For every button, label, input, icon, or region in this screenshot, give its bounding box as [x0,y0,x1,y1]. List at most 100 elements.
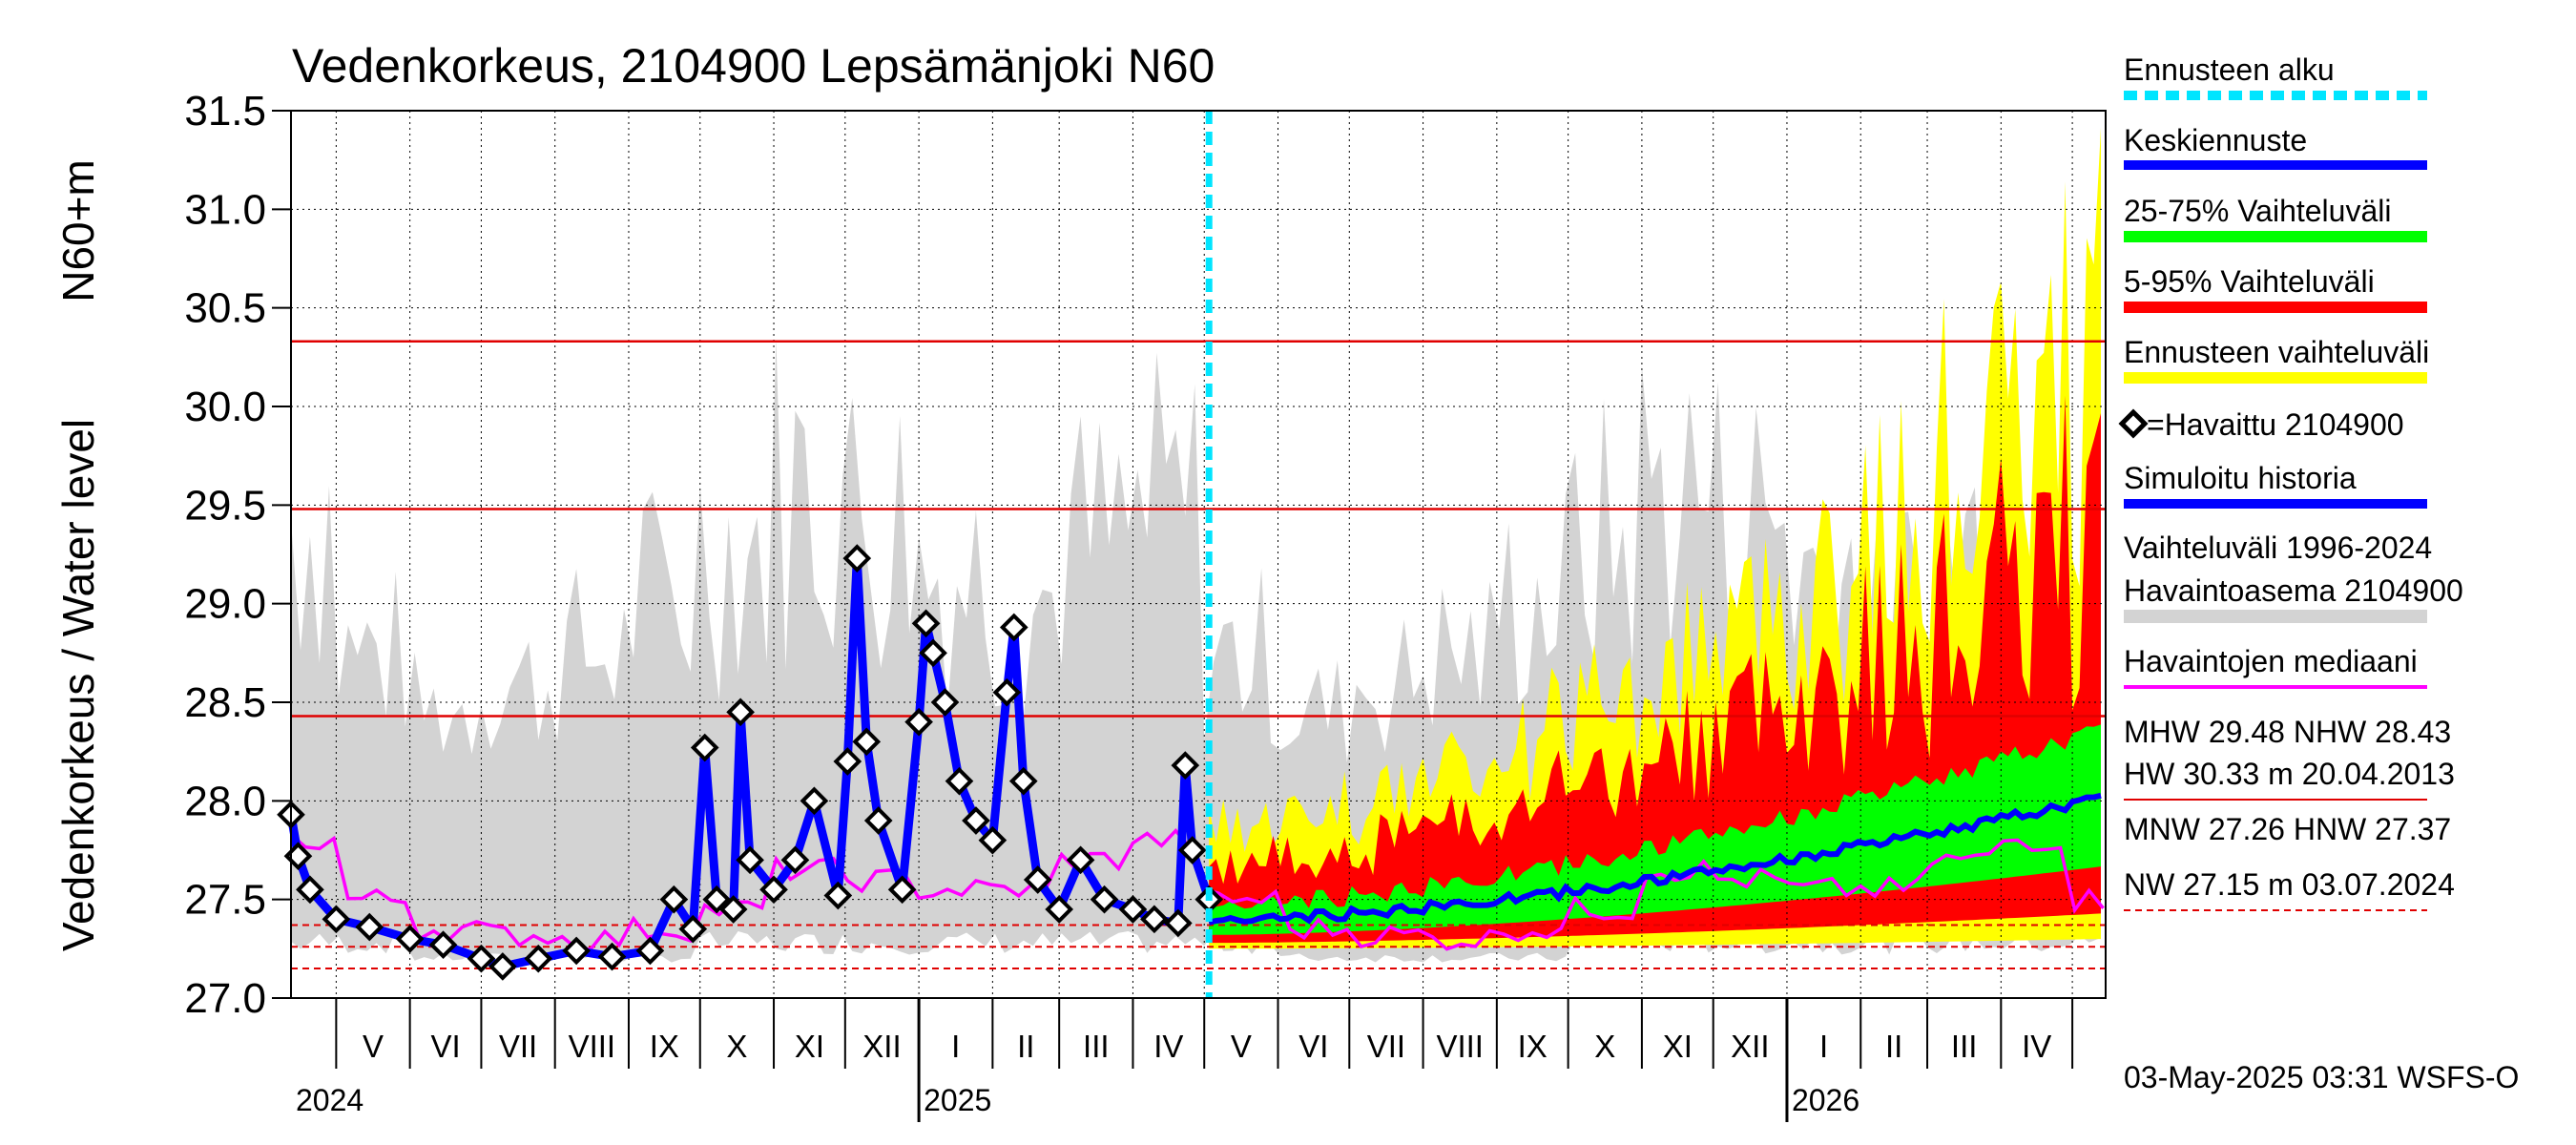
x-axis: V VI VII VIII IX X XI XII I II III IV V VI VII VIII IX X X… [296,998,2074,1122]
observed-point [395,925,425,953]
month-label: I [951,1029,960,1064]
legend-band-25-75-label: 25-75% Vaihteluväli [2124,194,2391,228]
observed-point [1045,895,1073,924]
observed-point [911,609,941,638]
observed-point [678,914,708,944]
y-tick-label: 30.5 [184,285,266,332]
chart-title: Vedenkorkeus, 2104900 Lepsämänjoki N60 [292,39,1215,93]
observed-point [702,885,732,914]
observed-point [863,806,893,835]
observed-point [635,936,665,966]
observed-point [919,638,947,668]
month-label: VI [430,1029,460,1064]
month-label: XI [1663,1029,1693,1064]
month-label: IX [1518,1029,1548,1064]
month-label: III [1083,1029,1110,1064]
y-tick-label: 31.0 [184,186,266,233]
month-label: VII [1367,1029,1405,1064]
mean-forecast-line [1208,792,2102,926]
month-label: XI [795,1029,824,1064]
stats-line-1: MHW 29.48 NHW 28.43 [2124,715,2451,749]
legend-band-5-95-label: 5-95% Vaihteluväli [2124,264,2375,299]
observed-point [962,806,990,835]
month-label: IV [1153,1029,1183,1064]
month-label: VI [1298,1029,1328,1064]
y-tick-label: 29.0 [184,581,266,628]
observed-point [1023,865,1052,894]
observed-point [1171,751,1200,780]
observed-point [992,677,1022,707]
observed-point [562,936,591,966]
observed-point [467,944,496,973]
observed-point [1140,905,1169,934]
observed-point [690,733,719,762]
observed-point [999,613,1028,642]
y-axis-label: Vedenkorkeus / Water level [53,419,103,951]
observed-point [488,952,517,981]
year-label: 2025 [924,1083,991,1117]
observed-point [659,885,689,914]
observed-point [780,845,810,875]
observed-point [945,766,974,796]
observed-point [930,688,960,717]
legend-history-label-2: Havaintoasema 2104900 [2124,573,2463,608]
month-label: II [1885,1029,1902,1064]
observed-point [524,944,553,973]
observed-point [355,912,384,942]
y-tick-label: 28.5 [184,679,266,726]
observed-point [726,697,755,727]
observed-point [296,875,324,905]
observed-point [322,905,351,934]
y-tick-label: 31.5 [184,88,266,135]
legend-observed-label: =Havaittu 2104900 [2147,407,2404,442]
observed-point [597,942,627,971]
observed-point [1163,908,1193,938]
observed-point [1008,766,1038,796]
month-label: III [1951,1029,1978,1064]
month-label: XII [1731,1029,1769,1064]
y-tick-label: 29.5 [184,482,266,529]
observed-point [1090,885,1119,914]
legend-mean-forecast-label: Keskiennuste [2124,123,2307,157]
y-tick-label: 30.0 [184,384,266,430]
month-label: II [1017,1029,1034,1064]
year-label: 2026 [1792,1083,1859,1117]
y-axis-unit: N60+m [53,159,103,302]
legend-forecast-start-label: Ennusteen alku [2124,52,2335,87]
y-tick-label: 28.0 [184,778,266,824]
month-label: X [1594,1029,1615,1064]
observed-point [428,930,458,960]
band-25-75-area [1209,724,2101,935]
observed-point [904,707,933,737]
footer-timestamp: 03-May-2025 03:31 WSFS-O [2124,1060,2519,1094]
observed-markers [277,544,1224,981]
observed-point [1066,845,1095,875]
observed-point [283,842,313,871]
observed-point [887,875,917,905]
stats-line-4: NW 27.15 m 03.07.2024 [2124,867,2455,902]
month-label: XII [862,1029,901,1064]
observed-point [800,786,829,816]
legend-observed-marker [2118,408,2149,439]
year-label: 2024 [296,1083,364,1117]
y-tick-label: 27.0 [184,975,266,1022]
month-label: VII [499,1029,537,1064]
y-tick-label: 27.5 [184,877,266,924]
forecast-bands [1209,127,2101,949]
observed-point [852,727,882,757]
observed-point [1177,836,1207,864]
observed-point [842,544,872,572]
reference-lines [291,340,2106,969]
observed-point [1118,895,1148,924]
observed-point [718,895,748,924]
month-label: V [363,1029,384,1064]
observed-point [736,845,764,875]
observed-point [833,747,862,776]
month-label: VIII [569,1029,616,1064]
legend-median-label: Havaintojen mediaani [2124,644,2418,678]
month-label: X [726,1029,747,1064]
legend: Ennusteen alku Keskiennuste 25-75% Vaiht… [2118,52,2463,911]
mean-forecast-path [1208,792,2102,926]
month-label: VIII [1436,1029,1484,1064]
